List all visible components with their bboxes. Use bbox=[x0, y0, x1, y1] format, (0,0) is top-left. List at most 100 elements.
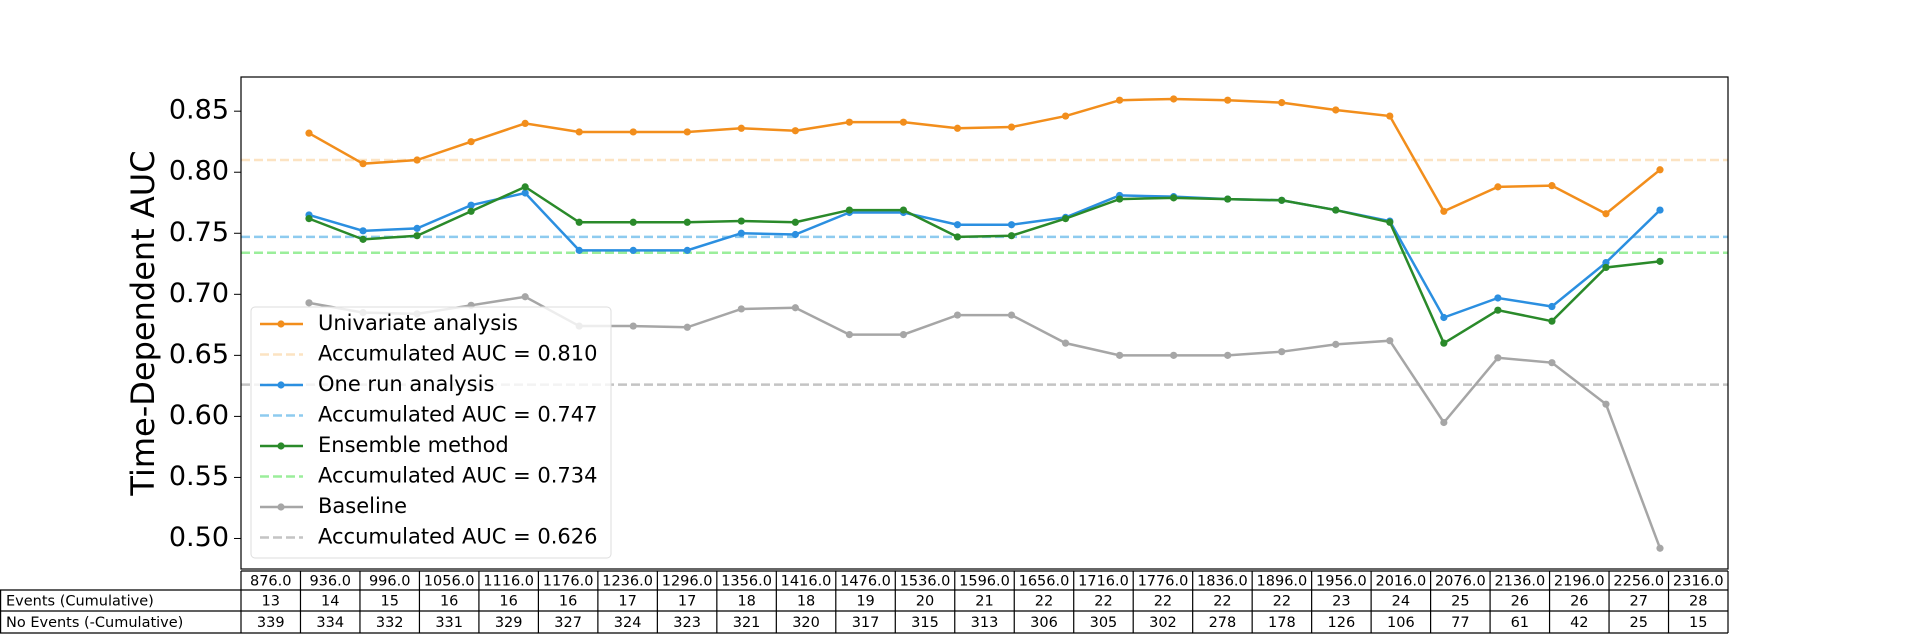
row-label: Events (Cumulative) bbox=[6, 594, 154, 610]
table-header: 1596.0 bbox=[959, 574, 1010, 590]
point bbox=[521, 293, 529, 301]
table-cell: 315 bbox=[911, 615, 939, 631]
point bbox=[521, 189, 529, 197]
point bbox=[575, 246, 583, 254]
table-cell: 329 bbox=[495, 615, 523, 631]
table-cell: 106 bbox=[1387, 615, 1415, 631]
point bbox=[1061, 215, 1070, 223]
point bbox=[1548, 302, 1556, 311]
table-cell: 13 bbox=[262, 594, 280, 610]
table-header: 1176.0 bbox=[543, 574, 594, 590]
point bbox=[629, 322, 637, 330]
point bbox=[899, 206, 908, 214]
table-header: 876.0 bbox=[250, 574, 292, 590]
point bbox=[683, 246, 691, 254]
point bbox=[629, 128, 637, 136]
table-header: 1776.0 bbox=[1138, 574, 1189, 590]
table-header: 1356.0 bbox=[721, 574, 772, 590]
point bbox=[1061, 112, 1070, 120]
table-header: 2196.0 bbox=[1554, 574, 1605, 590]
point bbox=[1656, 166, 1664, 174]
table-cell: 327 bbox=[554, 615, 582, 631]
point bbox=[413, 232, 421, 240]
table-header: 1236.0 bbox=[602, 574, 653, 590]
table-cell: 22 bbox=[1094, 594, 1112, 610]
legend bbox=[250, 306, 612, 559]
point bbox=[1602, 263, 1610, 272]
table-cell: 22 bbox=[1154, 594, 1172, 610]
table-cell: 14 bbox=[321, 594, 339, 610]
point bbox=[1278, 196, 1286, 204]
point bbox=[1170, 351, 1178, 359]
point bbox=[359, 227, 367, 235]
table-cell: 331 bbox=[435, 615, 463, 631]
point bbox=[1386, 218, 1394, 226]
table-cell: 313 bbox=[971, 615, 999, 631]
legend-swatch bbox=[277, 442, 285, 450]
point bbox=[1386, 112, 1394, 120]
table-header: 936.0 bbox=[309, 574, 351, 590]
table-cell: 332 bbox=[376, 615, 404, 631]
legend-label: Ensemble method bbox=[318, 433, 509, 457]
legend-label: Accumulated AUC = 0.626 bbox=[318, 525, 598, 549]
legend-label: Accumulated AUC = 0.747 bbox=[318, 403, 598, 427]
point bbox=[1278, 348, 1286, 356]
point bbox=[791, 127, 799, 135]
table-header: 2076.0 bbox=[1435, 574, 1486, 590]
table-cell: 339 bbox=[257, 615, 285, 631]
point bbox=[359, 235, 367, 243]
point bbox=[899, 330, 908, 339]
table-cell: 334 bbox=[316, 615, 344, 631]
row-label: No Events (-Cumulative) bbox=[6, 615, 183, 631]
table-header: 996.0 bbox=[369, 574, 411, 590]
table-cell: 25 bbox=[1451, 594, 1469, 610]
table-cell: 28 bbox=[1689, 594, 1707, 610]
point bbox=[1332, 340, 1340, 348]
point bbox=[737, 229, 745, 237]
point bbox=[629, 246, 637, 254]
table-cell: 126 bbox=[1328, 615, 1356, 631]
table-cell: 302 bbox=[1149, 615, 1177, 631]
point bbox=[305, 129, 313, 137]
table-cell: 16 bbox=[559, 594, 577, 610]
point bbox=[1494, 294, 1502, 302]
point bbox=[359, 160, 367, 168]
point bbox=[791, 230, 799, 239]
table-cell: 61 bbox=[1511, 615, 1529, 631]
table-cell: 317 bbox=[852, 615, 880, 631]
point bbox=[1440, 418, 1448, 427]
y-tick-label: 0.65 bbox=[169, 339, 229, 370]
point bbox=[1170, 95, 1178, 103]
point bbox=[1278, 99, 1286, 107]
point bbox=[845, 118, 854, 126]
series-line bbox=[308, 295, 1662, 549]
table-header: 1296.0 bbox=[662, 574, 713, 590]
point bbox=[467, 201, 475, 209]
table-header: 1476.0 bbox=[840, 574, 891, 590]
point bbox=[1224, 351, 1232, 359]
point bbox=[683, 128, 691, 136]
point bbox=[953, 233, 962, 241]
point bbox=[521, 119, 529, 127]
table-cell: 18 bbox=[737, 594, 755, 610]
legend-swatch bbox=[277, 503, 285, 511]
y-tick-label: 0.80 bbox=[169, 156, 229, 187]
legend-label: One run analysis bbox=[318, 372, 494, 396]
table-cell: 15 bbox=[1689, 615, 1707, 631]
table-cell: 17 bbox=[678, 594, 696, 610]
point bbox=[413, 156, 421, 164]
point bbox=[629, 218, 637, 226]
table-cell: 26 bbox=[1511, 594, 1529, 610]
table-cell: 20 bbox=[916, 594, 934, 610]
series-line bbox=[308, 185, 1661, 345]
table-header: 1836.0 bbox=[1197, 574, 1248, 590]
point bbox=[575, 218, 583, 226]
y-tick-label: 0.85 bbox=[169, 95, 229, 126]
table-cell: 25 bbox=[1630, 615, 1648, 631]
table-cell: 19 bbox=[856, 594, 874, 610]
table-header: 2016.0 bbox=[1375, 574, 1426, 590]
point bbox=[1548, 359, 1556, 367]
point bbox=[305, 299, 313, 307]
y-tick-label: 0.60 bbox=[169, 400, 229, 431]
